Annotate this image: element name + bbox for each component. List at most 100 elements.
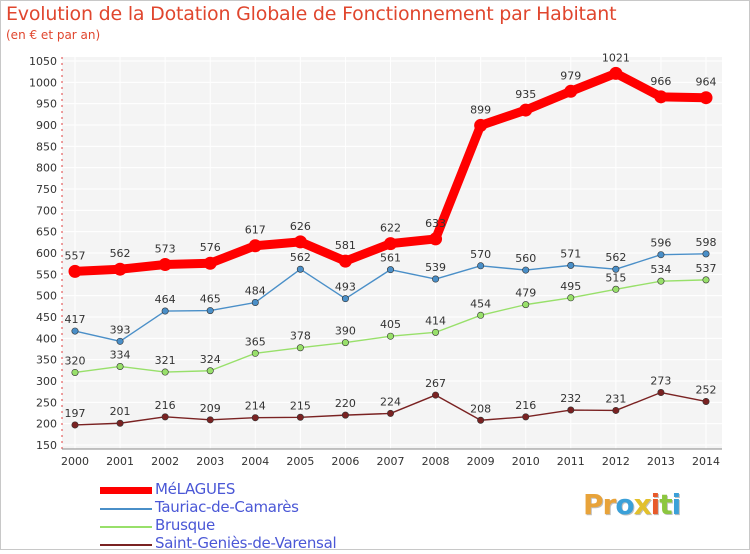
data-label: 209: [200, 402, 221, 415]
legend-swatch-saint-genies: [100, 544, 152, 546]
data-point: [341, 411, 349, 419]
data-point: [609, 66, 623, 80]
legend-label-tauriac: Tauriac-de-Camarès: [155, 498, 299, 516]
data-point: [341, 339, 349, 347]
data-label: 252: [696, 383, 717, 396]
data-point: [567, 406, 575, 414]
legend-label-brusque: Brusque: [155, 516, 215, 534]
data-point: [432, 328, 440, 336]
data-label: 267: [425, 377, 446, 390]
data-label: 633: [425, 217, 446, 230]
data-point: [386, 409, 394, 417]
legend-swatch-tauriac: [100, 508, 152, 510]
data-label: 393: [110, 323, 131, 336]
data-label: 378: [290, 330, 311, 343]
data-point: [657, 251, 665, 259]
data-label: 216: [515, 399, 536, 412]
y-tick-label: 150: [36, 439, 57, 452]
y-tick-label: 600: [36, 247, 57, 260]
x-tick-label: 2002: [151, 455, 179, 468]
y-tick-label: 300: [36, 375, 57, 388]
data-label: 617: [245, 224, 266, 237]
data-point: [206, 367, 214, 375]
data-point: [386, 266, 394, 274]
data-label: 214: [245, 400, 266, 413]
x-tick-label: 2000: [61, 455, 89, 468]
y-tick-label: 1050: [29, 55, 57, 68]
logo-letter: r: [602, 488, 617, 521]
data-point: [432, 275, 440, 283]
y-tick-label: 250: [36, 396, 57, 409]
data-label: 321: [155, 354, 176, 367]
data-point: [248, 239, 262, 253]
data-label: 539: [425, 261, 446, 274]
data-point: [203, 256, 217, 270]
legend-swatch-brusque: [100, 526, 152, 528]
x-tick-label: 2001: [106, 455, 134, 468]
x-tick-label: 2010: [512, 455, 540, 468]
data-label: 417: [65, 313, 86, 326]
data-label: 537: [696, 262, 717, 275]
data-label: 231: [605, 392, 626, 405]
data-point: [612, 285, 620, 293]
y-tick-label: 200: [36, 418, 57, 431]
x-tick-label: 2013: [647, 455, 675, 468]
logo-letter: x: [633, 488, 652, 521]
data-label: 273: [650, 375, 671, 388]
data-label: 596: [650, 237, 671, 250]
data-point: [477, 416, 485, 424]
data-point: [567, 261, 575, 269]
data-label: 964: [696, 76, 717, 89]
data-label: 454: [470, 297, 491, 310]
y-tick-label: 1000: [29, 76, 57, 89]
data-point: [522, 413, 530, 421]
data-point: [116, 337, 124, 345]
data-point: [296, 413, 304, 421]
data-point: [432, 391, 440, 399]
data-label: 1021: [602, 51, 630, 64]
y-tick-label: 550: [36, 268, 57, 281]
data-label: 515: [605, 271, 626, 284]
data-label: 201: [110, 405, 131, 418]
data-label: 495: [560, 280, 581, 293]
x-tick-label: 2004: [241, 455, 269, 468]
logo-letter: t: [659, 488, 672, 521]
data-point: [296, 344, 304, 352]
data-point: [161, 307, 169, 315]
y-tick-label: 650: [36, 226, 57, 239]
x-tick-label: 2005: [286, 455, 314, 468]
logo-letter: i: [671, 488, 682, 521]
data-point: [206, 416, 214, 424]
data-point: [519, 103, 533, 117]
data-point: [657, 389, 665, 397]
y-tick-label: 500: [36, 290, 57, 303]
data-label: 365: [245, 335, 266, 348]
y-tick-label: 950: [36, 98, 57, 111]
data-point: [429, 232, 443, 246]
x-tick-label: 2003: [196, 455, 224, 468]
data-label: 935: [515, 88, 536, 101]
data-point: [474, 118, 488, 132]
data-label: 576: [200, 241, 221, 254]
data-label: 598: [696, 236, 717, 249]
data-label: 414: [425, 314, 446, 327]
data-point: [206, 307, 214, 315]
y-tick-label: 350: [36, 354, 57, 367]
x-tick-label: 2012: [602, 455, 630, 468]
data-point: [522, 266, 530, 274]
data-label: 232: [560, 392, 581, 405]
data-point: [567, 294, 575, 302]
data-label: 966: [650, 75, 671, 88]
data-label: 557: [65, 249, 86, 262]
data-point: [564, 84, 578, 98]
chart-title: Evolution de la Dotation Globale de Fonc…: [6, 3, 617, 25]
logo-letter: P: [583, 488, 604, 521]
data-point: [338, 254, 352, 268]
data-label: 534: [650, 263, 671, 276]
logo-letter: o: [615, 488, 634, 521]
data-point: [612, 406, 620, 414]
x-tick-label: 2008: [422, 455, 450, 468]
data-point: [702, 250, 710, 258]
data-label: 208: [470, 402, 491, 415]
data-label: 899: [470, 103, 491, 116]
